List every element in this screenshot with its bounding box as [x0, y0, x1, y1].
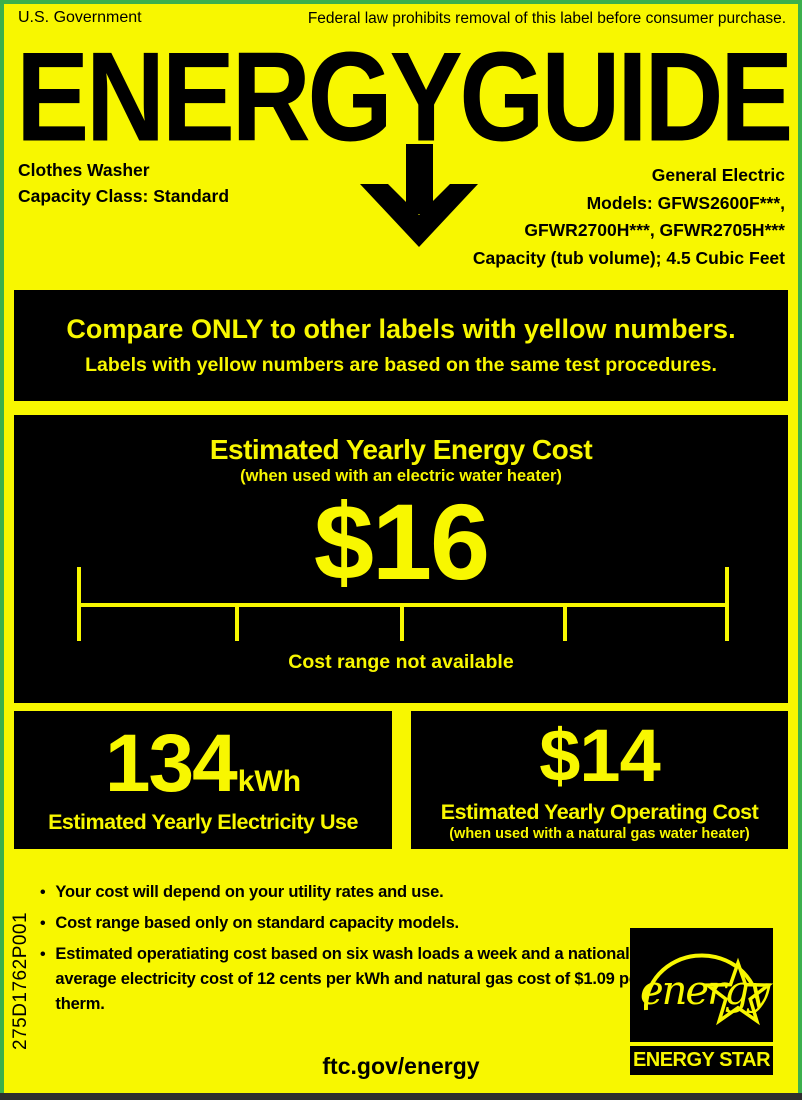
electricity-label: Estimated Yearly Electricity Use [48, 810, 358, 835]
product-type: Clothes Washer [18, 160, 150, 180]
operating-cost-sublabel: (when used with a natural gas water heat… [449, 825, 750, 842]
yearly-electricity-use-box: 134 kWh Estimated Yearly Electricity Use [14, 711, 392, 849]
operating-cost-label: Estimated Yearly Operating Cost [440, 799, 759, 824]
compare-subline: Labels with yellow numbers are based on … [85, 354, 717, 376]
compare-notice-box: Compare ONLY to other labels with yellow… [14, 290, 788, 401]
yearly-operating-cost-box: $14 Estimated Yearly Operating Cost (whe… [411, 711, 788, 849]
energy-cost-subtitle: (when used with an electric water heater… [240, 467, 562, 485]
footnotes: Your cost will depend on your utility ra… [34, 880, 654, 1023]
electricity-value: 134 [104, 717, 238, 809]
energy-star-emblem-art: energy [640, 953, 773, 1026]
yearly-energy-cost-box: Estimated Yearly Energy Cost (when used … [14, 415, 788, 703]
us-government-text: U.S. Government [18, 9, 142, 26]
electricity-value-row: 134 kWh [14, 717, 392, 809]
scale-tick [235, 603, 239, 641]
energyguide-logo-text: ENERGYGUIDE [16, 40, 790, 146]
energy-star-logo: energy ENERGY STAR [630, 928, 773, 1075]
federal-law-text: Federal law prohibits removal of this la… [307, 10, 786, 27]
footnote-text: Cost range based only on standard capaci… [55, 914, 459, 932]
screenshot-bottom-edge [0, 1093, 802, 1100]
product-info-right: General Electric Models: GFWS2600F***, G… [473, 162, 785, 272]
energy-star-star-icon [702, 957, 773, 1026]
down-arrow-head [360, 184, 478, 247]
down-arrow-stem [406, 144, 433, 214]
footnote-item: Estimated operatiating cost based on six… [34, 942, 654, 1017]
scale-tick [563, 603, 567, 641]
ftc-url: ftc.gov/energy [322, 1053, 480, 1079]
label-part-number: 275D1762P001 [10, 911, 31, 1050]
energy-star-wordmark: ENERGY STAR [632, 1049, 771, 1071]
scale-left-end-tick [77, 567, 81, 641]
capacity-class: Capacity Class: Standard [18, 186, 230, 206]
manufacturer: General Electric [651, 165, 785, 185]
energy-cost-value: $16 [313, 481, 490, 602]
product-info-left: Clothes Washer Capacity Class: Standard [18, 157, 229, 209]
energy-star-script: energy [640, 968, 772, 1014]
models-line-1: Models: GFWS2600F***, [586, 192, 785, 213]
compare-headline: Compare ONLY to other labels with yellow… [66, 314, 736, 344]
cost-range-scale [77, 567, 729, 641]
scale-tick [400, 603, 404, 641]
scale-right-end-tick [725, 567, 729, 641]
models-line-2: GFWR2700H***, GFWR2705H*** [524, 220, 785, 240]
down-arrow-icon [360, 144, 478, 247]
electricity-unit: kWh [237, 764, 302, 798]
footnote-item: Your cost will depend on your utility ra… [34, 880, 654, 905]
energy-star-arc [643, 953, 759, 1011]
cost-range-note: Cost range not available [288, 651, 514, 673]
footnote-text: Your cost will depend on your utility ra… [55, 883, 444, 901]
operating-cost-value: $14 [539, 713, 660, 797]
footnote-text: Estimated operatiating cost based on six… [55, 945, 645, 1013]
energy-cost-title: Estimated Yearly Energy Cost [209, 434, 593, 465]
energy-star-emblem: energy [630, 928, 773, 1042]
energy-star-wordmark-bar: ENERGY STAR [630, 1046, 773, 1075]
footnote-item: Cost range based only on standard capaci… [34, 911, 654, 936]
energyguide-logo: ENERGYGUIDE [16, 40, 792, 146]
tub-capacity: Capacity (tub volume); 4.5 Cubic Feet [472, 247, 785, 268]
